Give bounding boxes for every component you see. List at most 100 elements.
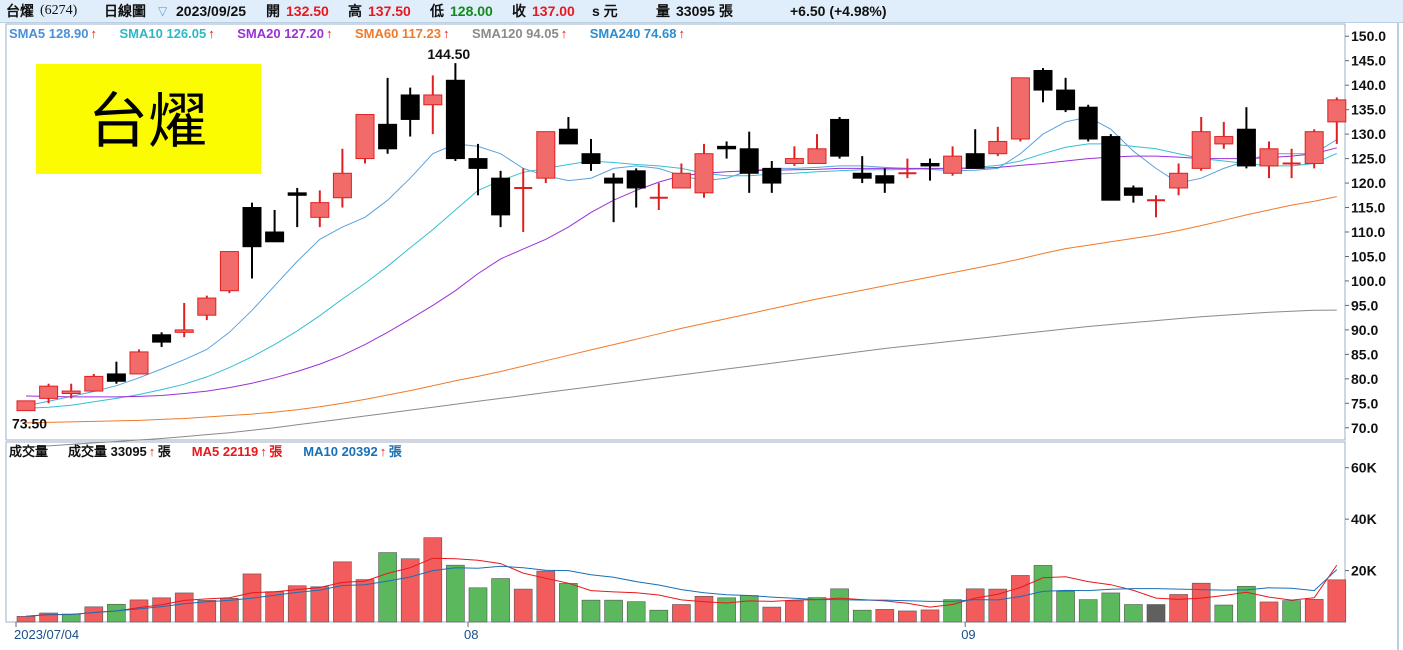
candle-body — [1214, 136, 1234, 145]
volume-bar — [1237, 585, 1256, 623]
volume-bar — [468, 587, 488, 623]
volume-bar — [107, 603, 126, 623]
price-tick-label: 115.0 — [1351, 200, 1385, 216]
volume-legend-unit: 張 — [389, 444, 403, 459]
stock-name: 台燿 — [6, 3, 34, 19]
volume-legend-unit: 張 — [158, 444, 172, 459]
volume-bar — [310, 586, 330, 623]
candle-body — [310, 202, 330, 218]
candle-body — [1327, 99, 1347, 123]
period-label[interactable]: 日線圖 — [104, 3, 146, 19]
candle — [898, 158, 917, 179]
price-legend-entry: SMA5 128.90 — [9, 26, 89, 41]
candle — [1169, 163, 1189, 196]
candle-body — [378, 123, 398, 150]
candle-body — [1169, 172, 1189, 189]
up-arrow-icon: ↑ — [91, 26, 98, 41]
volume-bar — [988, 588, 1008, 623]
volume-bar — [1078, 599, 1098, 623]
candle — [762, 161, 782, 193]
volume-bar — [1056, 591, 1075, 623]
price-tick-label: 80.0 — [1351, 371, 1378, 387]
candle — [219, 251, 239, 294]
volume-bar — [491, 578, 510, 623]
volume-bar — [197, 600, 217, 623]
candle — [1147, 195, 1165, 218]
volume-bar — [84, 606, 104, 623]
volume-bar — [1011, 575, 1030, 623]
open-value: 132.50 — [286, 3, 329, 19]
volume-bar — [762, 606, 782, 623]
price-tick-label: 140.0 — [1351, 77, 1386, 93]
candle — [1327, 97, 1347, 144]
dropdown-icon[interactable]: ▽ — [158, 4, 168, 18]
volume-bar — [1033, 565, 1053, 623]
up-arrow-icon: ↑ — [326, 26, 333, 41]
candle-body — [784, 158, 804, 164]
candle — [671, 163, 691, 189]
candle-body — [106, 373, 126, 382]
volume-legend-entry: 成交量 33095 — [68, 444, 147, 459]
volume-bar — [1124, 604, 1143, 623]
candle — [16, 400, 36, 412]
candle-body — [626, 170, 646, 189]
candle — [1123, 185, 1143, 203]
stamp-text: 台燿 — [88, 88, 208, 155]
candle — [445, 63, 465, 162]
candle-body — [129, 351, 149, 375]
candle-body — [1101, 136, 1121, 201]
candle-body — [332, 172, 352, 199]
x-tick-label: 2023/07/04 — [14, 627, 79, 642]
volume-bar — [739, 595, 759, 623]
candle — [875, 168, 895, 193]
candle — [287, 187, 307, 228]
price-tick-label: 90.0 — [1351, 322, 1378, 338]
volume-bar — [1304, 599, 1324, 623]
volume-ma-ma10 — [25, 565, 1338, 617]
price-tick-label: 125.0 — [1351, 151, 1386, 167]
price-tick-label: 110.0 — [1351, 224, 1385, 240]
volume-bar — [1169, 594, 1188, 623]
up-arrow-icon: ↑ — [149, 444, 156, 459]
price-tick-label: 75.0 — [1351, 395, 1378, 411]
quote-date: 2023/09/25 — [176, 3, 247, 19]
stock-chart[interactable]: 台燿 150.0 145.0 140.0 135.0 130.0 125.0 120.0 115… — [0, 23, 1403, 650]
candle-body — [852, 172, 872, 179]
candle — [1304, 129, 1324, 169]
candle-body — [694, 153, 714, 194]
volume-bar — [717, 597, 736, 623]
stock-code: (6274) — [40, 3, 78, 18]
up-arrow-icon: ↑ — [208, 26, 215, 41]
volume-bar — [830, 588, 849, 623]
x-tick-label: 09 — [961, 627, 975, 642]
volume-bar — [1101, 592, 1121, 623]
volume-legend-unit: 張 — [269, 444, 283, 459]
candle — [468, 143, 488, 196]
candle — [1259, 141, 1279, 179]
candle-body — [1304, 131, 1324, 164]
ma-line-sma60 — [25, 196, 1337, 424]
volume-bar — [1214, 604, 1234, 623]
volume-legend-entry: 成交量 — [9, 444, 48, 459]
candle — [197, 295, 217, 321]
candle — [129, 349, 149, 375]
candle-body — [581, 153, 601, 164]
price-tick-label: 120.0 — [1351, 175, 1386, 191]
candle — [920, 158, 940, 181]
candle-body — [400, 94, 420, 120]
volume-bar — [604, 599, 623, 623]
high-label: 高 — [348, 3, 362, 19]
candle — [332, 148, 352, 208]
candle — [1101, 134, 1121, 201]
candle — [943, 146, 963, 176]
price-legend-entry: SMA240 74.68 — [590, 26, 677, 41]
volume-bar — [513, 588, 533, 623]
candle-body — [943, 155, 963, 174]
candle-body — [84, 375, 104, 392]
candle — [1214, 121, 1234, 149]
stamp-background — [36, 64, 261, 174]
candle-body — [1010, 77, 1030, 140]
candle-body — [491, 177, 511, 216]
candle-body — [1236, 128, 1256, 167]
price-tick-label: 100.0 — [1351, 273, 1386, 289]
